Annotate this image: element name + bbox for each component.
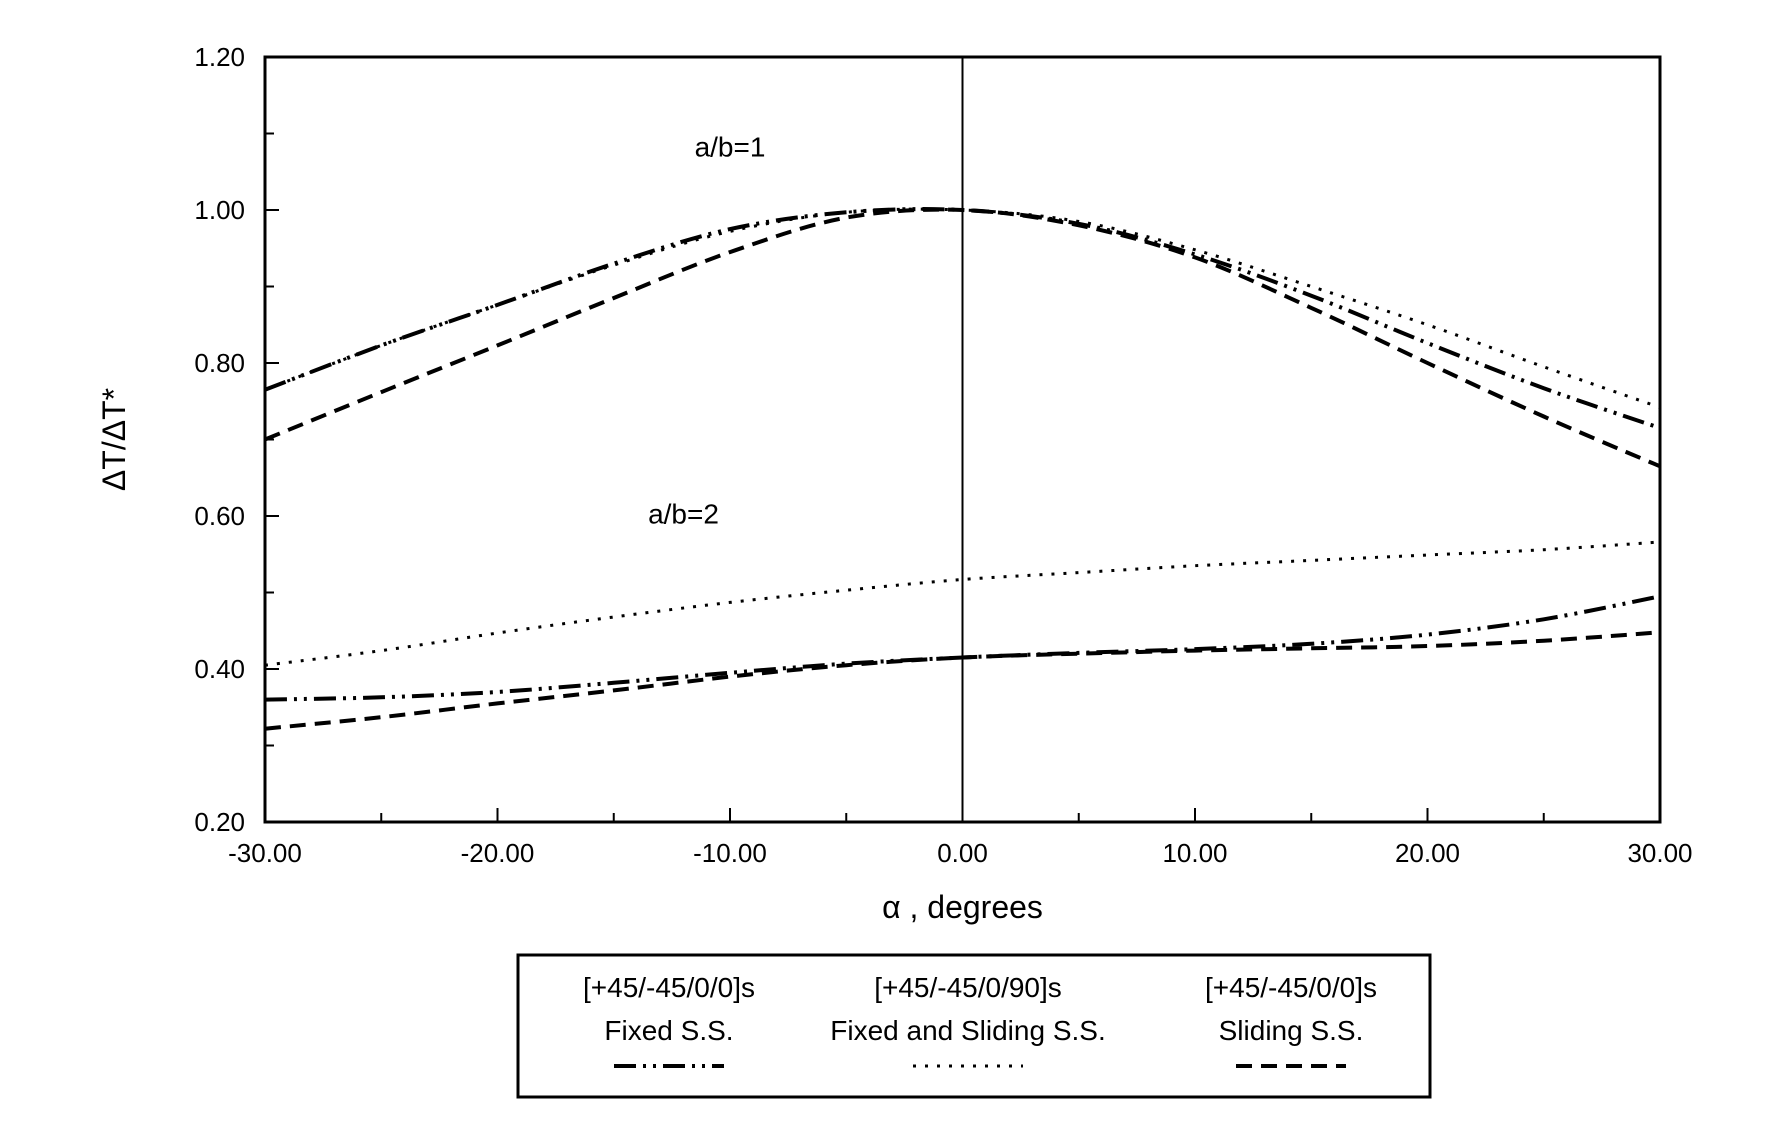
y-tick-label: 1.20 [194,42,245,72]
legend-entry-2-condition: Fixed and Sliding S.S. [830,1015,1106,1046]
ticks-layer [264,56,1661,823]
y-tick-label: 0.40 [194,654,245,684]
legend: [+45/-45/0/0]s Fixed S.S. [+45/-45/0/90]… [516,953,1432,1099]
y-tick-label: 1.00 [194,195,245,225]
x-tick-label: -20.00 [461,838,535,868]
y-tick-label: 0.80 [194,348,245,378]
y-axis-title: ΔT/ΔT* [96,388,132,491]
tick-labels: -30.00 -20.00 -10.00 0.00 10.00 20.00 30.00 0.2… [194,42,1692,868]
x-tick-label: 10.00 [1162,838,1227,868]
x-tick-label: 0.00 [937,838,988,868]
legend-entry-1-layup: [+45/-45/0/0]s [583,972,755,1003]
x-tick-label: -30.00 [228,838,302,868]
x-axis-title: α , degrees [882,889,1043,925]
annotation-ab1: a/b=1 [695,131,766,162]
x-tick-label: -10.00 [693,838,767,868]
legend-box [516,953,1432,1099]
y-tick-label: 0.20 [194,807,245,837]
legend-entry-3-layup: [+45/-45/0/0]s [1205,972,1377,1003]
annotation-ab2: a/b=2 [648,499,719,530]
legend-entry-1-condition: Fixed S.S. [604,1015,733,1046]
y-tick-label: 0.60 [194,501,245,531]
x-tick-label: 30.00 [1627,838,1692,868]
legend-entry-3-condition: Sliding S.S. [1219,1015,1364,1046]
x-tick-label: 20.00 [1395,838,1460,868]
legend-entry-2-layup: [+45/-45/0/90]s [874,972,1062,1003]
